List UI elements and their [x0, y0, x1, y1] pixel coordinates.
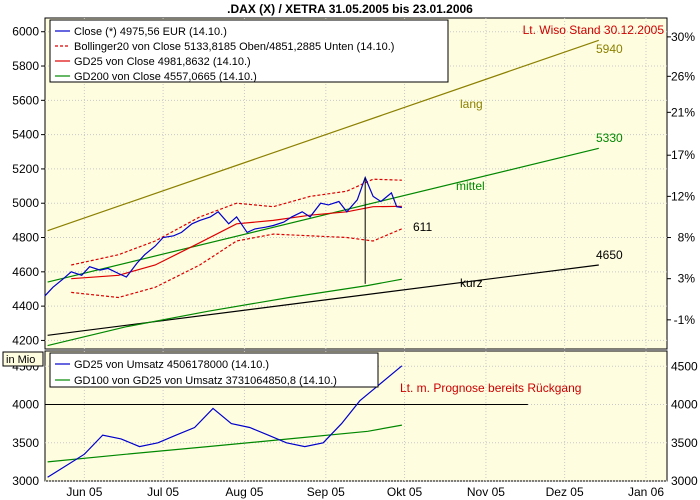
- annotation-prognose: Lt. m. Prognose bereits Rückgang: [400, 381, 581, 395]
- annotation-611: 611: [413, 220, 432, 234]
- price-legend: Close (*) 4975,56 EUR (14.10.) Bollinger…: [49, 19, 449, 83]
- percent-tick-label: 30%: [671, 30, 695, 44]
- price-tick-label: 4800: [12, 231, 39, 245]
- gd200-line: [47, 278, 403, 347]
- price-series-layer: [44, 39, 599, 347]
- trendline-kurz: [47, 264, 599, 336]
- x-tick-label: Jan 06: [628, 485, 664, 499]
- volume-tick-label-left: 3000: [12, 474, 39, 488]
- x-tick-label: Okt 05: [387, 485, 423, 499]
- volume-tick-label-right: 4000: [671, 398, 698, 412]
- axes-layer: 4200 4400 4600 4800 5000 5200 5400 5600 5800 6000…: [12, 25, 698, 499]
- trend-lang-label: lang: [460, 97, 483, 111]
- bollinger-upper-line: [71, 178, 402, 266]
- volume-tick-label-right: 3000: [671, 474, 698, 488]
- legend-umsatz-gd25: GD25 von Umsatz 4506178000 (14.10.): [74, 359, 269, 371]
- percent-tick-label: 21%: [671, 105, 695, 119]
- volume-tick-label-right: 4500: [671, 359, 698, 373]
- volume-tick-label-left: 3500: [12, 436, 39, 450]
- price-tick-label: 5600: [12, 93, 39, 107]
- x-tick-label: Dez 05: [546, 485, 584, 499]
- volume-gd25-line: [47, 365, 403, 478]
- volume-unit-label: in Mio: [6, 354, 35, 366]
- x-tick-label: Nov 05: [467, 485, 505, 499]
- legend-bollinger: Bollinger20 von Close 5133,8185 Oben/485…: [74, 41, 394, 53]
- price-tick-label: 5800: [12, 59, 39, 73]
- gd25-line: [71, 205, 402, 280]
- volume-tick-label-left: 4000: [12, 398, 39, 412]
- trendline-lang: [47, 39, 599, 232]
- percent-tick-label: 17%: [671, 148, 695, 162]
- price-tick-label: 4400: [12, 299, 39, 313]
- price-tick-label: 4600: [12, 265, 39, 279]
- volume-series-layer: [45, 365, 528, 478]
- legend-gd25: GD25 von Close 4981,8632 (14.10.): [74, 56, 251, 68]
- percent-tick-label: 12%: [671, 189, 695, 203]
- close-line: [44, 175, 402, 297]
- trend-kurz-value: 4650: [596, 248, 623, 262]
- trend-kurz-label: kurz: [460, 276, 483, 290]
- annotation-wiso: Lt. Wiso Stand 30.12.2005: [523, 23, 665, 37]
- trend-mittel-label: mittel: [456, 179, 485, 193]
- price-tick-label: 5200: [12, 162, 39, 176]
- trend-lang-value: 5940: [596, 42, 623, 56]
- volume-gd100-line: [47, 424, 403, 463]
- legend-gd200: GD200 von Close 4557,0665 (14.10.): [74, 71, 257, 83]
- volume-tick-label-right: 3500: [671, 436, 698, 450]
- price-tick-label: 5400: [12, 128, 39, 142]
- bollinger-lower-line: [71, 228, 403, 299]
- percent-tick-label: -1%: [674, 313, 696, 327]
- legend-close: Close (*) 4975,56 EUR (14.10.): [74, 26, 227, 38]
- volume-legend: GD25 von Umsatz 4506178000 (14.10.) GD10…: [49, 352, 379, 388]
- x-tick-label: Jul 05: [147, 485, 179, 499]
- x-tick-label: Jun 05: [66, 485, 102, 499]
- price-tick-label: 6000: [12, 25, 39, 39]
- percent-tick-label: 3%: [678, 272, 696, 286]
- x-tick-label: Aug 05: [225, 485, 263, 499]
- legend-umsatz-gd100: GD100 von GD25 von Umsatz 3731064850,8 (…: [74, 375, 337, 387]
- x-tick-label: Sep 05: [307, 485, 345, 499]
- grid-lines: [45, 18, 667, 482]
- trend-mittel-value: 5330: [596, 131, 623, 145]
- chart-title: .DAX (X) / XETRA 31.05.2005 bis 23.01.20…: [227, 2, 473, 16]
- percent-tick-label: 26%: [671, 69, 695, 83]
- price-tick-label: 5000: [12, 196, 39, 210]
- percent-tick-label: 8%: [678, 231, 696, 245]
- price-tick-label: 4200: [12, 333, 39, 347]
